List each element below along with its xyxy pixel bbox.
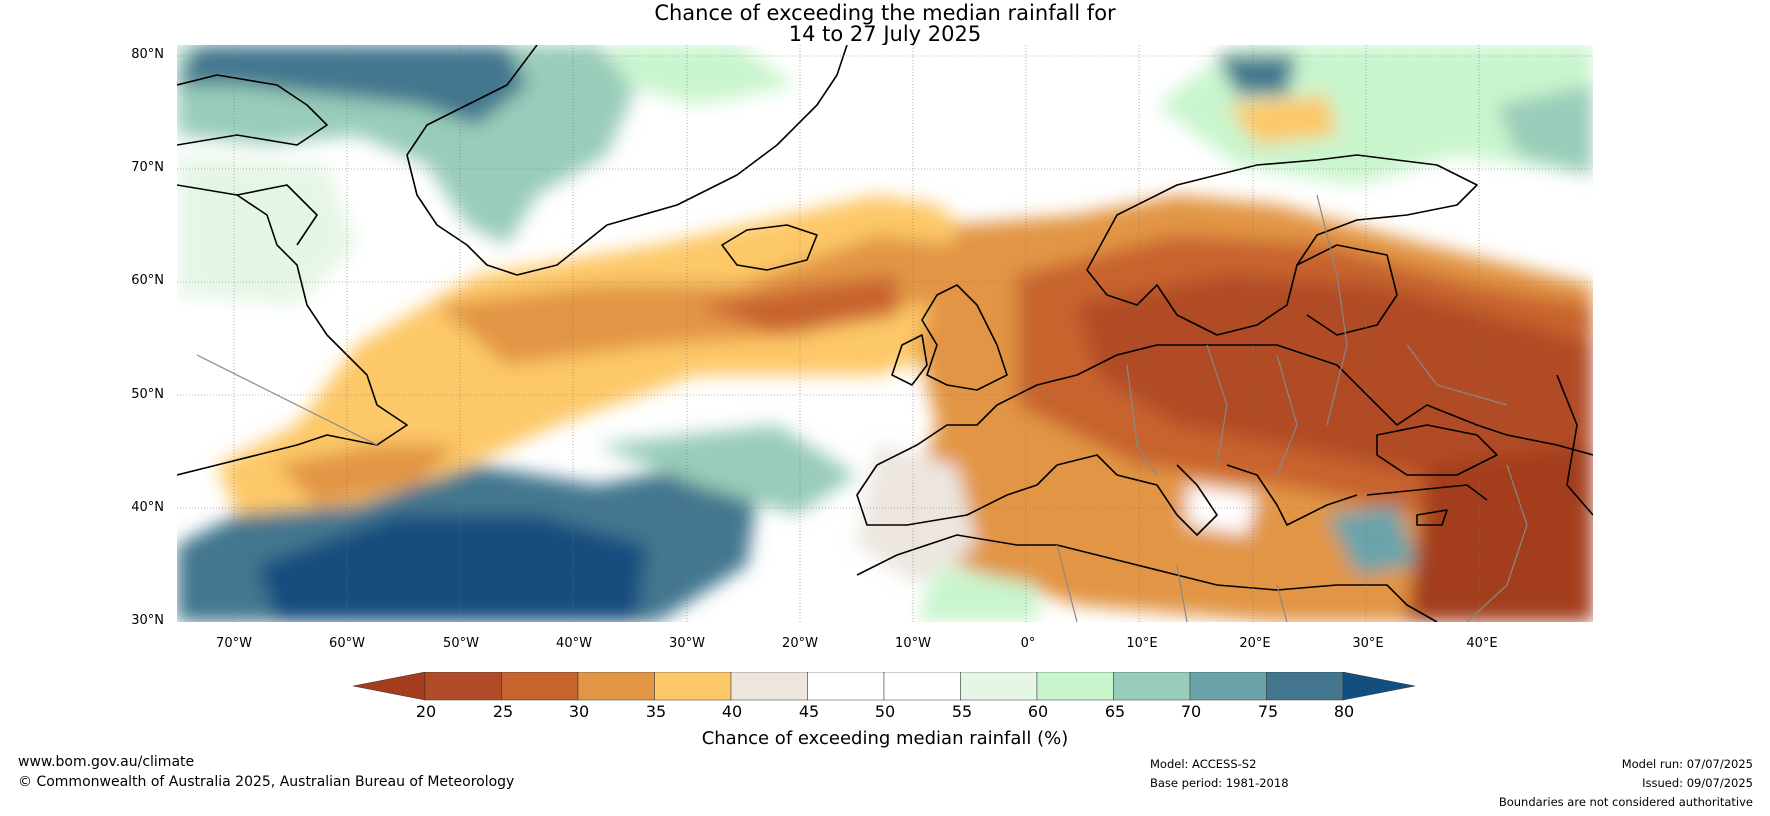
colorbar-segment: [1266, 672, 1344, 701]
colorbar-segment: [654, 672, 732, 701]
colorbar-segment: [960, 672, 1038, 701]
colorbar-tick-80: 80: [1333, 702, 1355, 721]
colorbar-segment: [1113, 672, 1191, 701]
lon-label-70w: 70°W: [216, 636, 252, 651]
colorbar-segment: [883, 672, 961, 701]
lon-label-50w: 50°W: [443, 636, 479, 651]
footer-model-run: Model run: 07/07/2025: [1621, 757, 1753, 771]
colorbar-segment: [807, 672, 885, 701]
colorbar-tick-60: 60: [1027, 702, 1049, 721]
map-title-line-1: Chance of exceeding the median rainfall …: [654, 1, 1116, 25]
lat-label-60n: 60°N: [131, 273, 164, 288]
colorbar-tick-40: 40: [721, 702, 743, 721]
lat-label-30n: 30°N: [131, 613, 164, 628]
lat-label-50n: 50°N: [131, 387, 164, 402]
rainfall-probability-map: [177, 45, 1593, 622]
footer-base-period: Base period: 1981-2018: [1150, 776, 1289, 790]
lon-label-30e: 30°E: [1352, 636, 1384, 651]
colorbar-tick-45: 45: [798, 702, 820, 721]
colorbar-segment: [424, 672, 502, 701]
colorbar-extend-high: [1342, 672, 1416, 701]
footer-boundaries-note: Boundaries are not considered authoritat…: [1498, 795, 1753, 809]
graticule: [177, 45, 1593, 622]
colorbar-segment: [577, 672, 655, 701]
footer-model: Model: ACCESS-S2: [1150, 757, 1257, 771]
colorbar-segment: [1036, 672, 1114, 701]
colorbar-segment: [1189, 672, 1267, 701]
coastlines: [177, 45, 1593, 622]
lat-label-80n: 80°N: [131, 47, 164, 62]
lon-label-60w: 60°W: [329, 636, 365, 651]
country-borders: [196, 194, 1528, 622]
lon-label-40e: 40°E: [1466, 636, 1498, 651]
colorbar-segment: [501, 672, 579, 701]
footer-issued: Issued: 09/07/2025: [1642, 776, 1753, 790]
colorbar-segment: [730, 672, 808, 701]
colorbar-label: Chance of exceeding median rainfall (%): [701, 728, 1069, 749]
lon-label-0: 0°: [1020, 636, 1036, 651]
footer-copyright: © Commonwealth of Australia 2025, Austra…: [18, 774, 515, 790]
colorbar-tick-35: 35: [645, 702, 667, 721]
colorbar-legend: [353, 672, 1416, 701]
lon-label-40w: 40°W: [556, 636, 592, 651]
lon-label-10w: 10°W: [895, 636, 931, 651]
colorbar-tick-30: 30: [568, 702, 590, 721]
colorbar-tick-25: 25: [492, 702, 514, 721]
colorbar-tick-70: 70: [1180, 702, 1202, 721]
colorbar-tick-50: 50: [874, 702, 896, 721]
colorbar-tick-75: 75: [1257, 702, 1279, 721]
colorbar-tick-65: 65: [1104, 702, 1126, 721]
colorbar-tick-20: 20: [415, 702, 437, 721]
colorbar-tick-55: 55: [951, 702, 973, 721]
footer-url: www.bom.gov.au/climate: [18, 754, 195, 770]
lon-label-10e: 10°E: [1126, 636, 1158, 651]
lon-label-30w: 30°W: [669, 636, 705, 651]
lat-label-40n: 40°N: [131, 500, 164, 515]
lat-label-70n: 70°N: [131, 160, 164, 175]
lon-label-20w: 20°W: [782, 636, 818, 651]
lon-label-20e: 20°E: [1239, 636, 1271, 651]
map-title-line-2: 14 to 27 July 2025: [788, 22, 982, 46]
colorbar-extend-low: [353, 672, 426, 701]
